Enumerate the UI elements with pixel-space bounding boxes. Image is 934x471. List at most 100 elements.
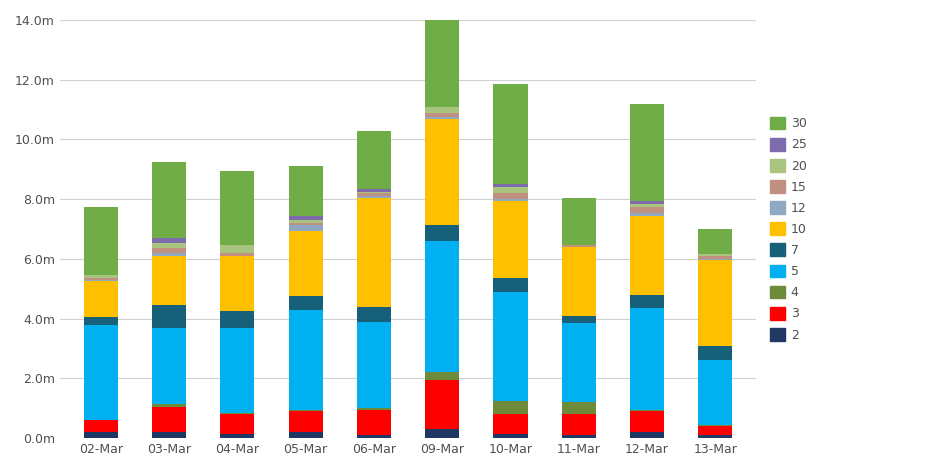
Bar bbox=[152, 162, 186, 238]
Bar bbox=[357, 189, 391, 192]
Bar bbox=[357, 408, 391, 410]
Bar bbox=[152, 328, 186, 404]
Bar bbox=[357, 322, 391, 408]
Bar bbox=[630, 411, 664, 432]
Bar bbox=[561, 402, 596, 414]
Bar bbox=[561, 247, 596, 316]
Bar bbox=[425, 373, 460, 380]
Bar bbox=[152, 407, 186, 432]
Bar bbox=[425, 429, 460, 438]
Bar bbox=[289, 296, 323, 310]
Bar bbox=[220, 311, 254, 328]
Bar bbox=[493, 278, 528, 292]
Bar bbox=[289, 432, 323, 438]
Bar bbox=[493, 84, 528, 184]
Bar bbox=[699, 256, 732, 259]
Bar bbox=[493, 292, 528, 401]
Bar bbox=[84, 325, 118, 420]
Bar bbox=[699, 229, 732, 254]
Bar bbox=[220, 256, 254, 311]
Bar bbox=[84, 317, 118, 325]
Bar bbox=[357, 196, 391, 198]
Bar bbox=[84, 278, 118, 280]
Bar bbox=[425, 225, 460, 241]
Bar bbox=[152, 256, 186, 305]
Bar bbox=[425, 117, 460, 119]
Bar bbox=[289, 410, 323, 411]
Bar bbox=[699, 260, 732, 346]
Bar bbox=[425, 4, 460, 106]
Bar bbox=[152, 243, 186, 249]
Bar bbox=[152, 238, 186, 243]
Bar bbox=[357, 198, 391, 307]
Bar bbox=[84, 432, 118, 438]
Bar bbox=[289, 231, 323, 296]
Bar bbox=[152, 432, 186, 438]
Bar bbox=[699, 360, 732, 425]
Bar bbox=[699, 435, 732, 438]
Bar bbox=[289, 220, 323, 223]
Bar bbox=[630, 207, 664, 212]
Bar bbox=[357, 193, 391, 196]
Bar bbox=[357, 435, 391, 438]
Bar bbox=[493, 401, 528, 414]
Bar bbox=[493, 434, 528, 438]
Bar bbox=[152, 305, 186, 328]
Bar bbox=[630, 410, 664, 411]
Bar bbox=[220, 171, 254, 245]
Bar bbox=[699, 259, 732, 260]
Legend: 30, 25, 20, 15, 12, 10, 7, 5, 4, 3, 2: 30, 25, 20, 15, 12, 10, 7, 5, 4, 3, 2 bbox=[770, 117, 807, 341]
Bar bbox=[561, 323, 596, 402]
Bar bbox=[84, 281, 118, 317]
Bar bbox=[425, 241, 460, 373]
Bar bbox=[493, 193, 528, 199]
Bar bbox=[425, 113, 460, 117]
Bar bbox=[699, 346, 732, 360]
Bar bbox=[357, 410, 391, 435]
Bar bbox=[561, 316, 596, 323]
Bar bbox=[699, 426, 732, 435]
Bar bbox=[699, 425, 732, 426]
Bar bbox=[699, 254, 732, 256]
Bar bbox=[561, 198, 596, 245]
Bar bbox=[493, 414, 528, 434]
Bar bbox=[561, 245, 596, 247]
Bar bbox=[357, 130, 391, 189]
Bar bbox=[630, 212, 664, 216]
Bar bbox=[289, 310, 323, 410]
Bar bbox=[220, 253, 254, 256]
Bar bbox=[630, 216, 664, 295]
Bar bbox=[220, 328, 254, 413]
Bar bbox=[220, 413, 254, 414]
Bar bbox=[561, 435, 596, 438]
Bar bbox=[84, 207, 118, 276]
Bar bbox=[425, 119, 460, 225]
Bar bbox=[289, 216, 323, 220]
Bar bbox=[357, 192, 391, 193]
Bar bbox=[630, 295, 664, 308]
Bar bbox=[84, 420, 118, 432]
Bar bbox=[493, 187, 528, 193]
Bar bbox=[493, 201, 528, 278]
Bar bbox=[220, 245, 254, 253]
Bar bbox=[357, 307, 391, 322]
Bar bbox=[84, 280, 118, 281]
Bar bbox=[630, 104, 664, 201]
Bar bbox=[220, 414, 254, 434]
Bar bbox=[289, 223, 323, 225]
Bar bbox=[289, 166, 323, 216]
Bar bbox=[152, 249, 186, 253]
Bar bbox=[425, 380, 460, 429]
Bar bbox=[152, 253, 186, 256]
Bar bbox=[289, 411, 323, 432]
Bar bbox=[84, 276, 118, 278]
Bar bbox=[289, 225, 323, 231]
Bar bbox=[630, 308, 664, 410]
Bar bbox=[220, 434, 254, 438]
Bar bbox=[493, 184, 528, 187]
Bar bbox=[630, 432, 664, 438]
Bar bbox=[493, 199, 528, 201]
Bar bbox=[630, 201, 664, 203]
Bar bbox=[561, 414, 596, 435]
Bar bbox=[152, 404, 186, 407]
